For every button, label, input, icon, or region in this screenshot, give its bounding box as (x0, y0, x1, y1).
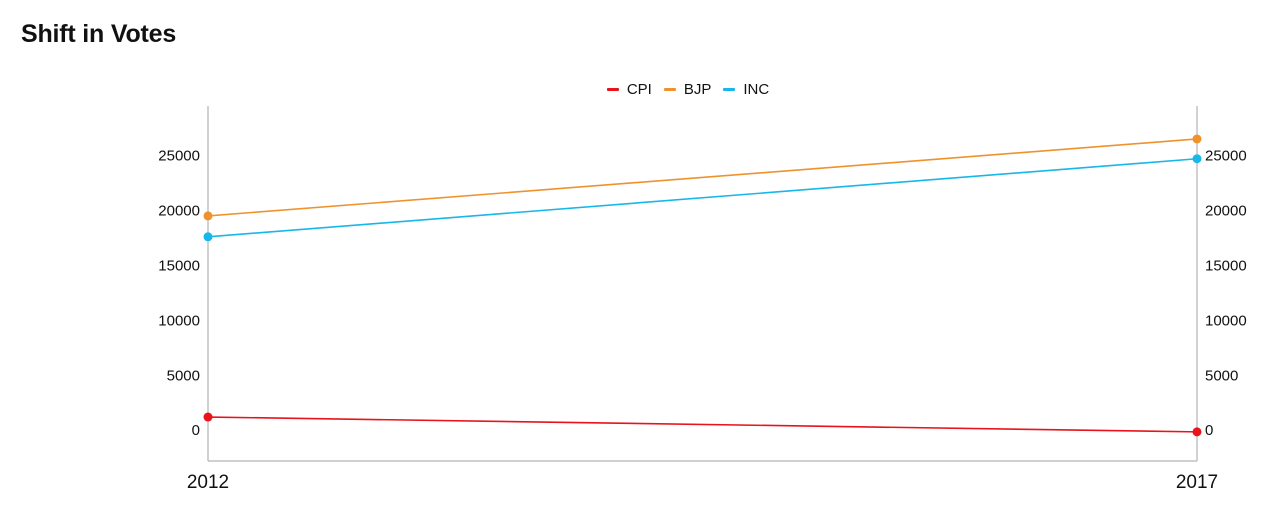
y-tick-label-right: 10000 (1205, 312, 1247, 329)
y-tick-label-left: 25000 (158, 147, 200, 164)
legend-swatch-cpi (606, 88, 619, 91)
legend-item-bjp[interactable]: BJP (663, 81, 712, 98)
data-point-bjp (1192, 134, 1202, 144)
y-tick-label-left: 20000 (158, 202, 200, 219)
x-tick-label: 2012 (187, 472, 229, 493)
data-point-inc (203, 232, 213, 242)
y-tick-label-right: 25000 (1205, 147, 1247, 164)
y-tick-label-right: 20000 (1205, 202, 1247, 219)
data-point-cpi (203, 412, 213, 422)
legend-item-cpi[interactable]: CPI (606, 81, 652, 98)
legend-label-inc: INC (743, 81, 770, 98)
y-tick-label-right: 15000 (1205, 257, 1247, 274)
x-tick-label: 2017 (1176, 472, 1218, 493)
y-tick-label-left: 0 (192, 422, 200, 439)
y-tick-label-right: 5000 (1205, 367, 1238, 384)
series-line-cpi (207, 416, 1198, 433)
legend-label-bjp: BJP (683, 81, 712, 98)
data-point-bjp (203, 211, 213, 221)
y-tick-label-right: 0 (1205, 422, 1213, 439)
chart-title: Shift in Votes (21, 20, 177, 48)
legend-swatch-bjp (663, 88, 676, 91)
y-tick-label-left: 10000 (158, 312, 200, 329)
y-tick-label-left: 5000 (167, 367, 200, 384)
data-point-cpi (1192, 427, 1202, 437)
series-line-bjp (207, 138, 1198, 217)
legend-label-cpi: CPI (626, 81, 652, 98)
data-point-inc (1192, 154, 1202, 164)
legend-item-inc[interactable]: INC (723, 81, 769, 98)
legend-swatch-inc (723, 88, 736, 91)
series-line-inc (207, 157, 1198, 238)
y-tick-label-left: 15000 (158, 257, 200, 274)
chart-legend: CPI BJP INC (0, 81, 1280, 98)
